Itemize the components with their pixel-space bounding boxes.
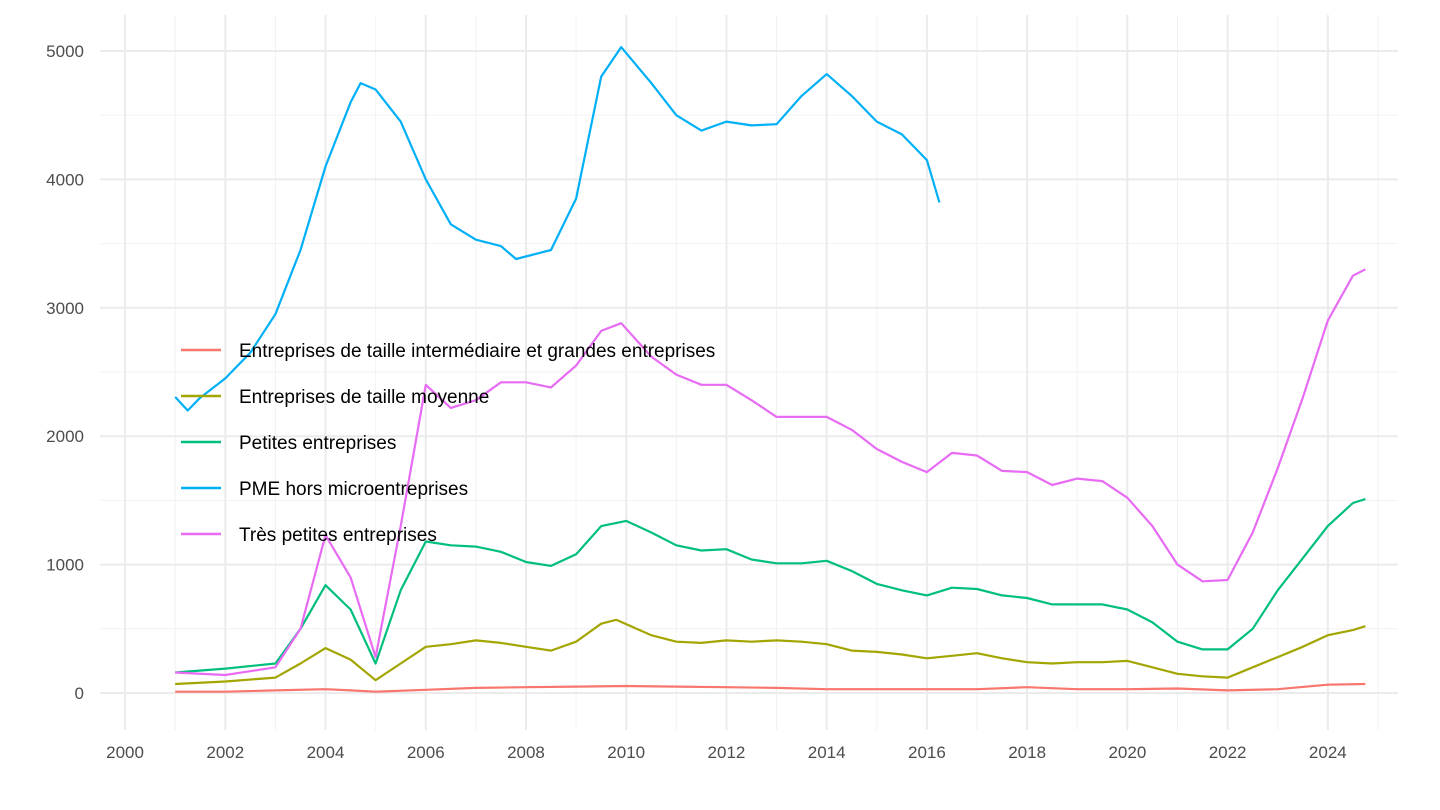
series-line <box>175 682 1366 693</box>
y-tick-label: 1000 <box>46 556 84 575</box>
x-tick-label: 2010 <box>607 743 645 762</box>
x-tick-label: 2000 <box>106 743 144 762</box>
y-tick-label: 4000 <box>46 170 84 189</box>
legend-label: Entreprises de taille intermédiaire et g… <box>239 341 715 362</box>
series-line <box>175 268 1366 677</box>
x-tick-label: 2020 <box>1108 743 1146 762</box>
x-tick-label: 2004 <box>307 743 345 762</box>
x-tick-label: 2016 <box>908 743 946 762</box>
series-line <box>174 46 941 412</box>
y-tick-label: 3000 <box>46 299 84 318</box>
x-tick-label: 2014 <box>808 743 846 762</box>
x-tick-label: 2012 <box>708 743 746 762</box>
series-line <box>175 498 1366 674</box>
x-tick-label: 2018 <box>1008 743 1046 762</box>
x-tick-label: 2002 <box>206 743 244 762</box>
x-tick-label: 2006 <box>407 743 445 762</box>
y-tick-label: 5000 <box>46 42 84 61</box>
legend-label: PME hors microentreprises <box>239 479 468 500</box>
y-tick-label: 0 <box>75 684 84 703</box>
y-tick-label: 2000 <box>46 427 84 446</box>
grid <box>100 15 1398 730</box>
x-tick-label: 2008 <box>507 743 545 762</box>
legend-label: Entreprises de taille moyenne <box>239 387 489 408</box>
legend-label: Petites entreprises <box>239 433 396 454</box>
series-lines <box>174 46 1366 693</box>
x-tick-label: 2022 <box>1209 743 1247 762</box>
x-tick-label: 2024 <box>1309 743 1347 762</box>
legend: Entreprises de taille intermédiaire et g… <box>181 341 715 546</box>
series-line <box>175 618 1366 686</box>
axes: 2000 2002 2004 2006 2008 2010 2012 2014 2016 2018… <box>46 42 1347 762</box>
legend-label: Très petites entreprises <box>239 525 437 546</box>
